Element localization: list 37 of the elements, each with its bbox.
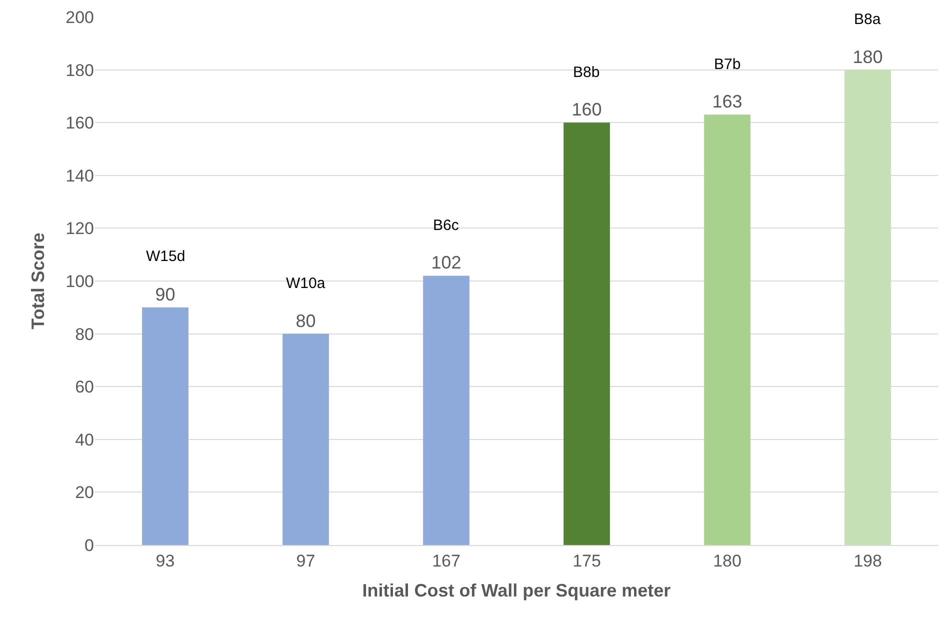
bar [844, 70, 891, 545]
y-tick-label: 20 [75, 483, 94, 502]
bar [423, 276, 470, 545]
x-tick-label: 198 [854, 551, 882, 570]
x-axis-title: Initial Cost of Wall per Square meter [362, 580, 671, 600]
bar [564, 122, 610, 545]
annotation: B7b [714, 56, 741, 73]
y-tick-label: 180 [66, 60, 94, 80]
y-tick-label: 40 [75, 430, 94, 450]
bar [142, 307, 188, 545]
data-label: 102 [431, 252, 462, 273]
annotation: B8b [573, 64, 600, 81]
data-label: 80 [296, 310, 316, 331]
y-tick-label: 60 [75, 378, 94, 397]
data-label: 160 [572, 100, 602, 120]
bar [704, 114, 750, 545]
y-tick-label: 120 [66, 219, 94, 238]
x-tick-label: 180 [713, 551, 742, 570]
y-tick-label: 0 [84, 536, 94, 555]
y-tick-label: 80 [75, 324, 94, 344]
y-tick-label: 140 [66, 166, 94, 186]
annotation: W15d [146, 248, 186, 265]
annotation: B8a [854, 11, 882, 28]
x-tick-label: 97 [296, 551, 316, 570]
y-axis-title: Total Score [28, 232, 48, 330]
x-tick-label: 167 [432, 551, 460, 570]
bar [282, 334, 329, 545]
x-tick-label: 93 [156, 551, 175, 570]
data-label: 90 [155, 284, 176, 304]
annotation: B6c [433, 217, 460, 234]
data-label: 163 [712, 92, 742, 112]
annotation: W10a [286, 275, 326, 292]
x-tick-label: 175 [572, 551, 601, 570]
y-tick-label: 160 [66, 114, 94, 133]
data-label: 180 [852, 46, 883, 67]
y-tick-label: 100 [66, 272, 94, 291]
y-tick-label: 200 [66, 8, 94, 27]
